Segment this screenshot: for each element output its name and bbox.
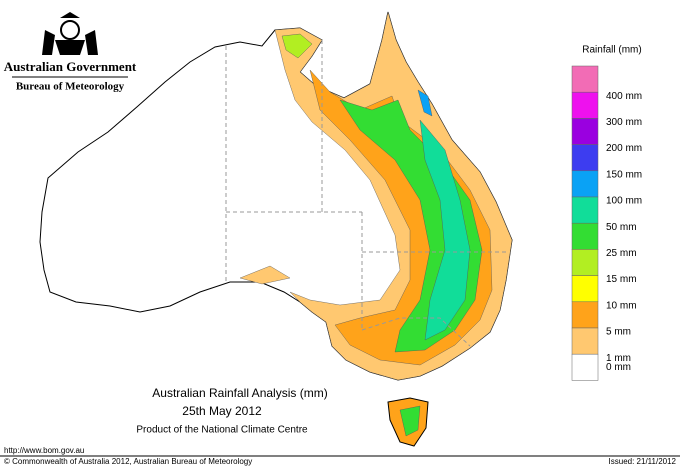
legend-swatch bbox=[571, 91, 599, 119]
date: 25th May 2012 bbox=[182, 404, 262, 418]
rainfall-area bbox=[419, 119, 471, 341]
title: Australian Rainfall Analysis (mm) bbox=[152, 386, 327, 400]
rainfall-area bbox=[281, 33, 313, 59]
legend-swatch bbox=[571, 249, 599, 276]
government-name: Australian Government bbox=[4, 59, 137, 74]
legend-swatch bbox=[571, 301, 599, 329]
legend-label: 300 mm bbox=[606, 117, 642, 128]
australia-map bbox=[39, 11, 513, 447]
issued-date: Issued: 21/11/2012 bbox=[609, 457, 677, 466]
legend-swatch bbox=[571, 196, 599, 224]
legend-label: 10 mm bbox=[606, 300, 637, 311]
legend-label: 50 mm bbox=[606, 222, 637, 233]
url: http://www.bom.gov.au bbox=[4, 446, 84, 455]
legend-label: 15 mm bbox=[606, 274, 637, 285]
legend-swatch bbox=[571, 222, 599, 250]
product-note: Product of the National Climate Centre bbox=[136, 425, 308, 436]
legend-label: 5 mm bbox=[606, 327, 631, 338]
legend-swatch bbox=[571, 170, 599, 198]
rainfall-area bbox=[417, 89, 433, 117]
legend-label: 150 mm bbox=[606, 169, 642, 180]
legend-swatch bbox=[571, 327, 599, 355]
state-borders bbox=[225, 40, 508, 347]
legend-label: 200 mm bbox=[606, 143, 642, 154]
legend-swatch bbox=[571, 118, 599, 145]
legend-swatch bbox=[571, 144, 599, 172]
copyright: © Commonwealth of Australia 2012, Austra… bbox=[4, 457, 252, 466]
legend-swatch bbox=[571, 353, 599, 381]
legend-label: 25 mm bbox=[606, 248, 637, 259]
legend-swatch bbox=[571, 275, 599, 303]
rainfall-area bbox=[399, 405, 421, 437]
legend-label: 400 mm bbox=[606, 91, 642, 102]
legend-title: Rainfall (mm) bbox=[582, 45, 641, 56]
emblem bbox=[42, 12, 98, 55]
rainfall-area bbox=[239, 265, 291, 285]
legend-label: 1 mm bbox=[606, 353, 631, 364]
legend-label: 0 mm bbox=[606, 362, 631, 373]
legend-label: 100 mm bbox=[606, 196, 642, 207]
legend: 400 mm 300 mm 200 mm 150 mm 100 mm 50 mm 25 mm… bbox=[571, 65, 642, 381]
bureau-name: Bureau of Meteorology bbox=[16, 81, 125, 93]
legend-swatch bbox=[571, 65, 599, 93]
